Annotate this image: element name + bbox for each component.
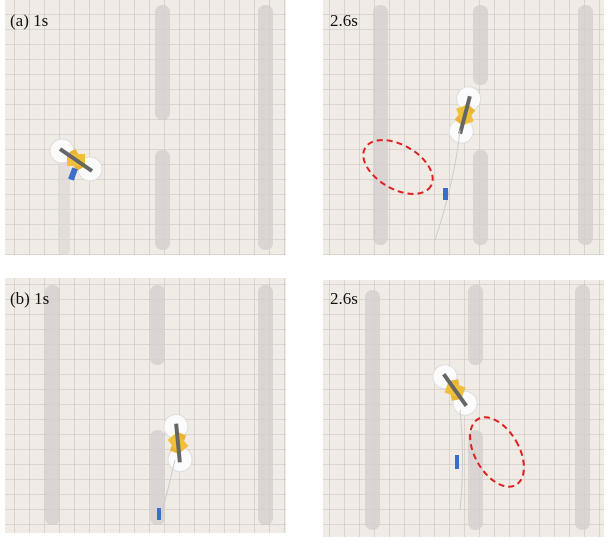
- panel-label: 2.6s: [330, 289, 358, 308]
- page: {"panels": [{"label": "(a) 1s"}, {"label…: [0, 0, 608, 538]
- figure: (a) 1s 2.6s (b) 1s 2.6s: [0, 0, 608, 538]
- panel: (b) 1s: [5, 278, 286, 533]
- panel-label: (a) 1s: [10, 11, 48, 30]
- panel: 2.6s: [323, 0, 604, 255]
- panel-label: 2.6s: [330, 11, 358, 30]
- panel-label: (b) 1s: [10, 289, 49, 308]
- panel: 2.6s: [323, 280, 604, 537]
- panel: (a) 1s: [5, 0, 286, 255]
